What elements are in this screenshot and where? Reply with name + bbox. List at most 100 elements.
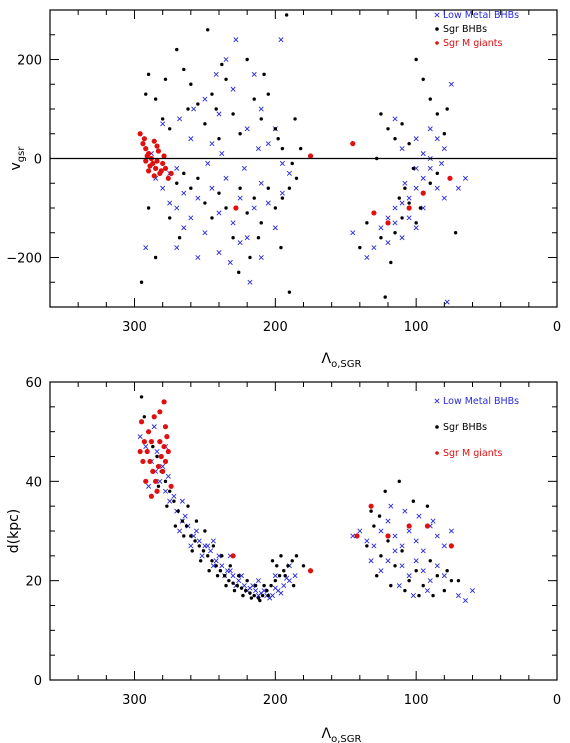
sgr-bhb-point (291, 583, 296, 588)
sgr-bhb-point (238, 132, 242, 136)
sgr-bhb-point (241, 593, 245, 598)
sgr-bhb-point (411, 166, 416, 171)
low-metal-bhb-point (236, 578, 242, 584)
sgr-bhb-point (369, 509, 373, 513)
legend-label: Low Metal BHBs (443, 10, 519, 21)
low-metal-bhb-point (210, 538, 216, 544)
legend-label: Low Metal BHBs (443, 396, 519, 407)
sgr-bhb-point (425, 504, 430, 508)
sgr-bhb-point (407, 201, 411, 205)
low-metal-bhb-point (416, 513, 422, 519)
sgr-bhb-point (218, 569, 223, 573)
sgr-bhb-point (301, 564, 306, 568)
low-metal-bhb-point (251, 71, 257, 77)
sgr-bhb-point (248, 591, 252, 595)
low-metal-bhb-point (230, 220, 236, 226)
sgr-bhb-point (203, 529, 207, 533)
sgr-m-giant-point (420, 190, 426, 196)
low-metal-bhb-point (209, 185, 215, 191)
low-metal-bhb-point (434, 185, 440, 191)
low-metal-bhb-point (157, 478, 163, 484)
sgr-bhb-point (453, 231, 458, 235)
sgr-bhb-point (377, 514, 382, 518)
sgr-m-giant-point (161, 399, 167, 405)
low-metal-bhb-point (385, 240, 391, 246)
sgr-bhb-point (266, 186, 270, 190)
sgr-m-giant-point (140, 458, 146, 465)
sgr-m-giant-point (162, 165, 169, 171)
sgr-bhb-point (163, 77, 168, 82)
sgr-bhb-point (393, 137, 397, 141)
sgr-bhb-point (389, 260, 393, 265)
sgr-bhb-point (431, 593, 435, 598)
sgr-bhb-point (196, 176, 200, 180)
sgr-bhb-point (414, 221, 418, 225)
sgr-bhb-point (189, 534, 193, 538)
low-metal-bhb-point (205, 543, 211, 549)
low-metal-bhb-point (462, 175, 468, 181)
sgr-bhb-point (279, 554, 283, 558)
sgr-m-giant-point (154, 488, 160, 494)
sgr-bhb-point (372, 524, 376, 528)
sgr-bhb-point (203, 201, 207, 205)
low-metal-bhb-point (251, 205, 257, 211)
sgr-bhb-point (435, 112, 439, 116)
velocity-panel: 300 200 100 0 −200 0 200 Λo,SGR vgsr Low Metal… (6, 9, 561, 370)
sgr-bhb-point (165, 504, 169, 508)
low-metal-bhb-point (455, 185, 461, 191)
sgr-bhb-point (256, 236, 261, 240)
sgr-bhb-point (445, 107, 449, 111)
y-tick-label: 20 (25, 575, 42, 590)
velocity-legend: Low Metal BHBs Sgr BHBs Sgr M giants (434, 10, 519, 49)
sgr-bhb-point (237, 574, 241, 578)
x-tick-label: 300 (122, 693, 147, 708)
sgr-bhb-point (215, 574, 220, 578)
sgr-m-giant-point (141, 136, 147, 142)
low-metal-bhb-point (160, 185, 166, 191)
sgr-bhb-point (445, 569, 449, 573)
low-metal-bhb-point (255, 146, 261, 152)
low-metal-bhb-point (202, 96, 208, 102)
sgr-bhb-point (403, 186, 407, 190)
sgr-m-giant-point (147, 163, 153, 169)
sgr-m-giant-point (165, 175, 171, 181)
sgr-bhb-point (217, 191, 221, 195)
sgr-bhb-point (244, 588, 248, 593)
low-metal-bhb-point (167, 498, 173, 504)
low-metal-bhb-point (239, 573, 245, 579)
low-metal-bhb-point (143, 245, 149, 251)
low-metal-bhb-point (396, 583, 402, 589)
sgr-bhb-point (214, 107, 218, 111)
low-metal-bhb-point (191, 106, 197, 112)
sgr-bhb-point (284, 13, 289, 17)
sgr-bhb-point (386, 127, 390, 131)
sgr-bhb-point (389, 583, 393, 588)
low-metal-bhb-point (278, 37, 284, 43)
sgr-bhb-point (139, 280, 144, 284)
sgr-bhb-point (428, 559, 432, 563)
low-metal-bhb-point (258, 180, 264, 186)
sgr-bhb-point (248, 255, 252, 260)
low-metal-bhb-point (413, 165, 419, 171)
sgr-bhb-point (449, 578, 454, 583)
sgr-bhb-point (146, 206, 151, 210)
sgr-m-giant-point (161, 443, 167, 450)
sgr-bhb-point (273, 127, 278, 131)
sgr-bhb-point (168, 489, 172, 493)
sgr-bhb-point (182, 534, 186, 538)
sgr-bhb-point (407, 141, 411, 146)
sgr-bhb-point (184, 524, 189, 528)
sgr-m-giant-point (162, 424, 169, 430)
sgr-bhb-point (290, 161, 294, 166)
sgr-bhb-point (428, 97, 432, 101)
sgr-m-giant-point (148, 493, 154, 499)
sgr-bhb-point (190, 549, 194, 553)
sgr-bhb-point (290, 559, 294, 563)
y-tick-label: 200 (17, 54, 42, 69)
sgr-bhb-point (198, 559, 203, 563)
sgr-bhb-point (386, 539, 390, 543)
sgr-bhb-point (275, 564, 279, 568)
sgr-bhb-point (239, 586, 244, 590)
low-metal-bhb-point (272, 585, 278, 591)
